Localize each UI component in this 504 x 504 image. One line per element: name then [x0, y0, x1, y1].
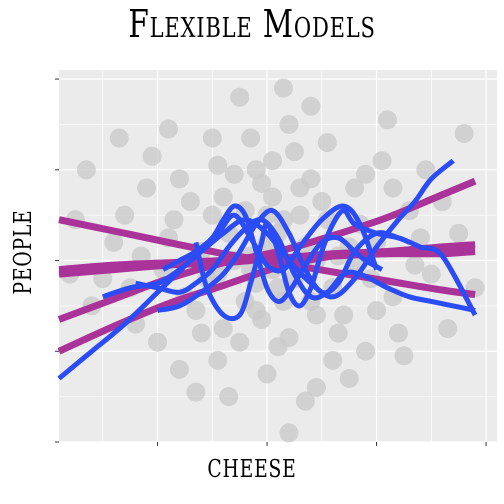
data-point	[213, 187, 233, 207]
data-point	[328, 323, 348, 343]
data-point	[142, 146, 162, 166]
data-point	[388, 323, 408, 343]
data-point	[104, 232, 124, 252]
data-point	[416, 160, 436, 180]
data-point	[356, 341, 376, 361]
data-point	[213, 319, 233, 339]
data-point	[208, 350, 228, 370]
data-point	[159, 119, 178, 139]
data-point	[148, 332, 168, 352]
data-point	[137, 178, 157, 198]
flexible-fit-lines	[57, 158, 478, 381]
data-point	[438, 319, 458, 339]
data-point	[164, 210, 184, 230]
data-point	[279, 114, 299, 134]
data-point	[449, 223, 469, 243]
data-point	[290, 178, 310, 198]
data-point	[454, 124, 474, 144]
data-point	[345, 178, 365, 198]
chart-title: Flexible Models	[128, 2, 376, 46]
linear-fit-line	[58, 216, 476, 299]
data-point	[323, 350, 343, 370]
data-point	[202, 205, 222, 225]
data-point	[295, 391, 315, 411]
data-point	[186, 300, 206, 320]
data-point	[268, 278, 288, 298]
data-point	[246, 300, 266, 320]
data-point	[421, 264, 441, 284]
data-point	[224, 164, 244, 184]
data-point	[367, 300, 387, 320]
axis-ticks	[55, 78, 487, 446]
data-point	[383, 178, 403, 198]
flexible-fit-line	[135, 216, 476, 313]
data-point	[169, 359, 189, 379]
data-point	[252, 173, 272, 193]
data-point	[312, 192, 332, 212]
data-point	[219, 387, 239, 407]
data-point	[279, 423, 299, 443]
flexible-fit-line	[161, 203, 384, 304]
data-point	[405, 255, 425, 275]
data-point	[394, 346, 414, 366]
data-point	[372, 151, 392, 171]
data-point	[284, 142, 304, 162]
data-point	[208, 155, 228, 175]
data-point	[115, 205, 135, 225]
data-point	[241, 128, 261, 148]
data-point	[109, 128, 129, 148]
data-point	[356, 164, 376, 184]
data-point	[317, 133, 337, 153]
data-point	[339, 368, 359, 388]
x-axis-label: cheese	[207, 446, 297, 486]
data-point	[186, 382, 206, 402]
data-point	[76, 160, 96, 180]
flexible-fit-line	[193, 208, 411, 322]
data-point	[306, 378, 326, 398]
data-point	[301, 96, 321, 116]
data-point	[191, 323, 211, 343]
data-point	[263, 151, 283, 171]
data-point	[180, 192, 200, 212]
data-point	[273, 78, 293, 98]
data-point	[268, 337, 288, 357]
data-point	[257, 364, 277, 384]
data-point	[230, 87, 250, 107]
data-point	[290, 205, 310, 225]
data-point	[263, 187, 283, 207]
data-point	[202, 128, 222, 148]
data-point	[169, 169, 189, 189]
data-point	[230, 332, 250, 352]
data-point	[334, 305, 354, 325]
data-point	[378, 110, 397, 130]
